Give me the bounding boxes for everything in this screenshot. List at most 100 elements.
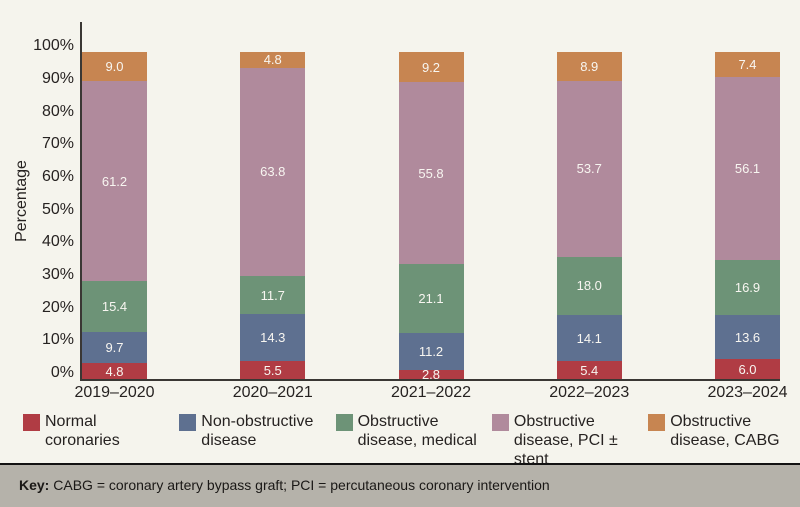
bar-value-label: 53.7 — [576, 161, 602, 177]
bar-value-label: 13.6 — [734, 329, 761, 345]
x-axis-category-label: 2021–2022 — [390, 384, 472, 401]
bar-value-label: 2.8 — [421, 366, 441, 382]
bar-2: 5.5 14.3 11.7 63.8 4.8 — [240, 52, 306, 379]
bar-segment: 9.7 — [82, 331, 147, 364]
legend-label: Non-obstructive disease — [201, 412, 341, 450]
y-axis-tick-label: 70% — [41, 135, 74, 153]
x-axis-category-label: 2023–2024 — [707, 384, 788, 401]
bar-segment: 5.5 — [240, 361, 306, 379]
bar-value-label: 11.2 — [418, 344, 444, 360]
bar-segment: 9.2 — [398, 52, 464, 83]
bar-segment: 4.8 — [82, 363, 147, 379]
bar-segment: 53.7 — [556, 81, 622, 257]
bar-value-label: 21.1 — [418, 291, 444, 307]
legend-label-line: Obstructive — [357, 413, 439, 430]
legend-item: Obstructive disease, PCI ± stent — [491, 412, 654, 469]
y-axis-tick-label: 20% — [41, 298, 74, 316]
legend-label-line: disease, CABG — [670, 432, 780, 449]
bar-segment: 9.0 — [82, 52, 147, 82]
bar-segment: 8.9 — [556, 52, 622, 82]
bar-5: 6.0 13.6 16.9 56.1 7.4 — [715, 52, 780, 379]
x-axis-line — [80, 379, 780, 381]
legend-item: Non-obstructive disease — [179, 412, 341, 450]
x-axis-category-label: 2020–2021 — [232, 384, 313, 401]
bar-value-label: 4.8 — [263, 52, 282, 68]
bar-value-label: 61.2 — [101, 173, 128, 189]
legend-item: Normal coronaries — [23, 412, 185, 450]
bar-segment: 15.4 — [82, 281, 147, 332]
legend-swatch — [648, 414, 666, 431]
bar-segment: 21.1 — [398, 264, 464, 334]
bar-value-label: 56.1 — [734, 160, 761, 176]
bar-segment: 14.1 — [556, 315, 622, 362]
bar-value-label: 16.9 — [734, 279, 761, 295]
bar-segment: 4.8 — [240, 52, 306, 68]
bar-segment: 61.2 — [82, 81, 147, 282]
bar-value-label: 5.5 — [263, 362, 282, 378]
bar-segment: 56.1 — [715, 76, 780, 260]
x-axis-category-label: 2022–2023 — [549, 384, 630, 401]
bar-value-label: 15.4 — [101, 298, 128, 314]
bar-segment: 13.6 — [715, 314, 780, 360]
legend-label-line: Obstructive — [670, 413, 752, 430]
bar-value-label: 8.9 — [580, 59, 599, 75]
y-axis-tick-label: 60% — [41, 167, 74, 185]
legend-label-line: Normal — [45, 413, 97, 430]
bar-segment: 7.4 — [715, 52, 780, 77]
bar-value-label: 14.3 — [260, 330, 286, 346]
y-axis-tick-label: 30% — [41, 265, 74, 283]
bar-value-label: 14.1 — [576, 330, 602, 346]
bar-1: 4.8 9.7 15.4 61.2 9.0 — [82, 52, 147, 379]
legend-label-line: Non-obstructive — [201, 413, 314, 430]
legend-item: Obstructive disease, CABG — [648, 412, 800, 450]
legend-swatch — [179, 414, 197, 431]
bar-segment: 6.0 — [715, 359, 780, 379]
legend-label-line: coronaries — [45, 432, 120, 449]
bar-value-label: 55.8 — [418, 165, 444, 181]
y-axis-tick-label: 90% — [41, 69, 74, 87]
legend-swatch — [491, 414, 509, 431]
bar-segment: 55.8 — [398, 82, 464, 265]
y-axis-tick-label: 10% — [41, 331, 74, 349]
bar-segment: 63.8 — [240, 67, 306, 277]
bar-value-label: 4.8 — [105, 363, 124, 379]
footer-key-label: Key: — [19, 477, 50, 493]
footer-key-text: CABG = coronary artery bypass graft; PCI… — [49, 477, 550, 493]
bar-value-label: 11.7 — [260, 287, 285, 303]
bar-segment: 2.8 — [398, 366, 464, 382]
bar-segment: 16.9 — [715, 259, 780, 315]
y-axis-tick-label: 100% — [33, 37, 74, 55]
legend-label: Obstructive disease, CABG — [670, 412, 800, 450]
y-axis-line — [80, 22, 82, 381]
bar-segment: 5.4 — [556, 361, 622, 379]
footer-key-text-row: Key: CABG = coronary artery bypass graft… — [0, 465, 800, 493]
legend-swatch — [23, 414, 40, 431]
bar-value-label: 18.0 — [576, 278, 602, 294]
bar-segment: 11.2 — [398, 333, 464, 370]
legend-item: Obstructive disease, medical — [335, 412, 498, 450]
bar-value-label: 5.4 — [580, 362, 599, 378]
x-axis-category-label: 2019–2020 — [74, 384, 155, 401]
bar-value-label: 9.7 — [105, 339, 124, 355]
bar-value-label: 6.0 — [738, 361, 757, 377]
bar-segment: 11.7 — [240, 276, 306, 315]
legend-label-line: disease — [201, 432, 257, 449]
bar-4: 5.4 14.1 18.0 53.7 8.9 — [556, 52, 622, 379]
bar-3: 2.8 11.2 21.1 55.8 9.2 — [398, 52, 464, 382]
bar-value-label: 9.2 — [421, 59, 441, 75]
legend-label: Obstructive disease, medical — [358, 412, 498, 450]
legend-label: Obstructive disease, PCI ± stent — [514, 412, 654, 469]
bar-value-label: 63.8 — [260, 164, 286, 180]
legend-label-line: Obstructive — [513, 413, 595, 430]
y-axis-tick-label: 50% — [41, 200, 74, 218]
bar-segment: 18.0 — [556, 256, 622, 316]
legend-label-line: disease, medical — [357, 432, 477, 449]
legend-swatch — [335, 414, 353, 431]
footer-key-bar: Key: CABG = coronary artery bypass graft… — [0, 463, 800, 507]
legend-label: Normal coronaries — [45, 412, 185, 450]
y-axis-tick-label: 80% — [41, 102, 74, 120]
bar-segment: 14.3 — [240, 314, 306, 362]
bar-value-label: 7.4 — [738, 56, 757, 72]
y-axis-tick-label: 40% — [41, 233, 74, 251]
